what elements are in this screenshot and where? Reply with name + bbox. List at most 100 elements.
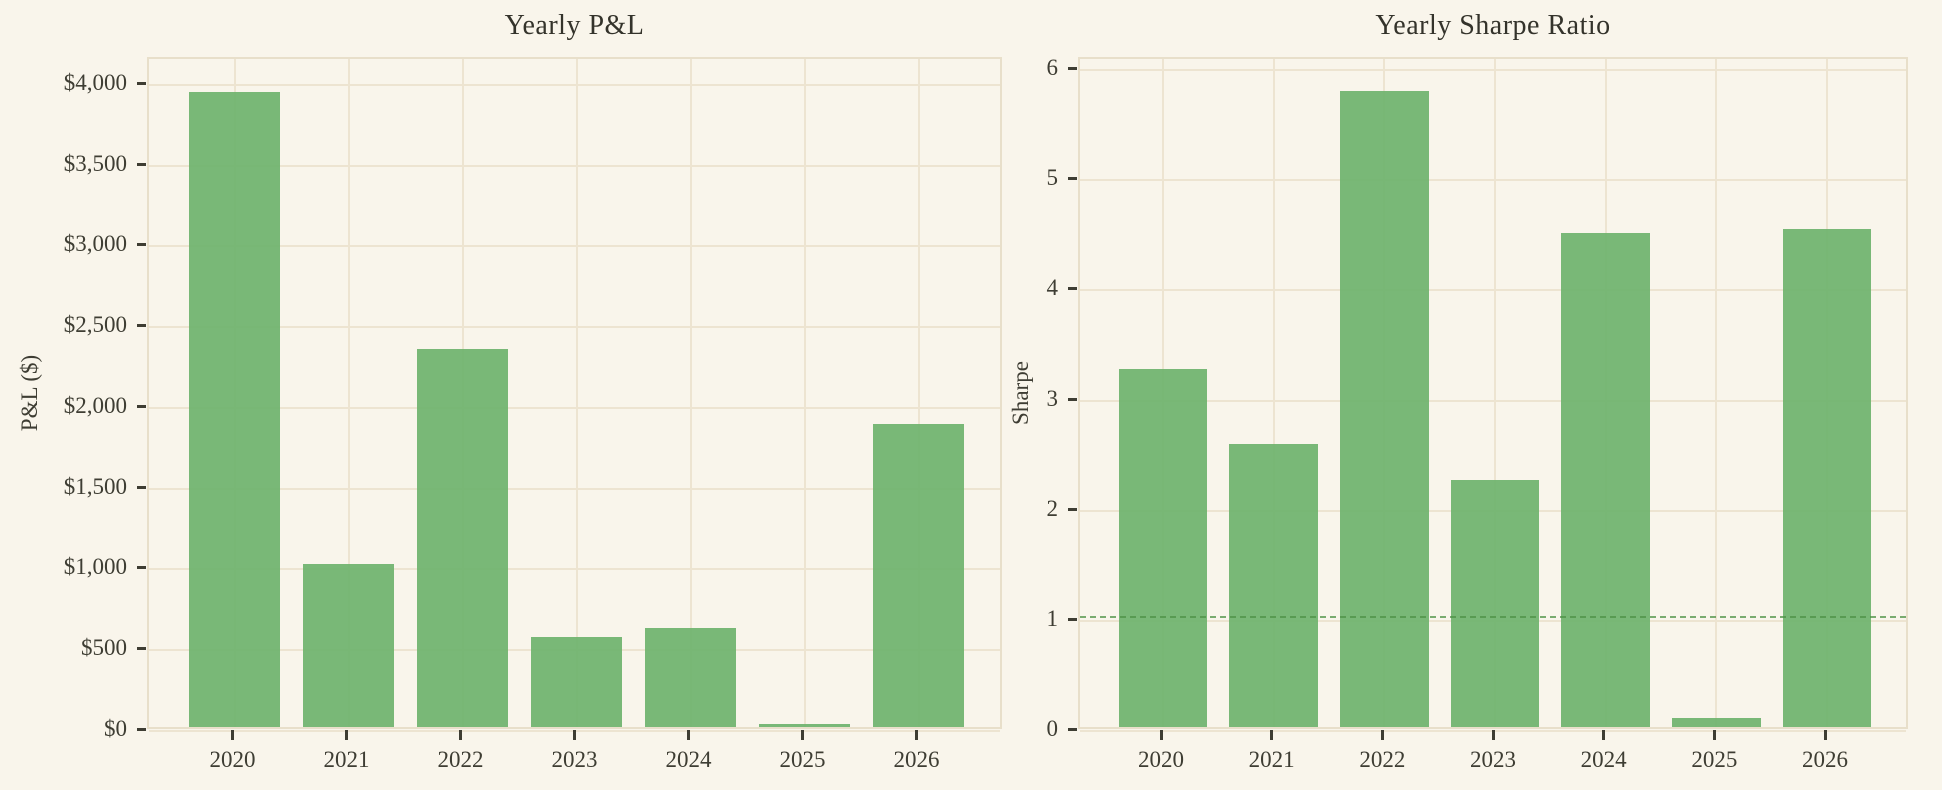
y-tick-mark xyxy=(137,324,146,328)
h-gridline xyxy=(149,568,1000,571)
x-tick-label: 2024 xyxy=(1580,747,1627,772)
y-tick-label: $1,000 xyxy=(63,554,127,580)
y-tick-mark xyxy=(1068,728,1077,731)
x-tick-mark xyxy=(1491,730,1495,740)
bar-2025 xyxy=(1672,718,1761,727)
bar-2021 xyxy=(1229,443,1318,727)
bar-2020 xyxy=(188,92,281,727)
v-gridline xyxy=(1715,59,1718,727)
h-gridline xyxy=(149,245,1000,248)
chart-yearly-sharpe: Yearly Sharpe Ratio Sharpe 0 1 2 3 4 5 6 2020 20… xyxy=(991,0,1942,790)
x-tick-mark xyxy=(1602,730,1606,740)
bar-2023 xyxy=(1450,480,1540,727)
x-tick-mark xyxy=(915,730,918,740)
y-tick-mark xyxy=(137,647,146,651)
h-gridline xyxy=(149,406,1000,409)
y-tick-mark xyxy=(137,243,146,247)
chart-title-pnl: Yearly P&L xyxy=(504,10,645,41)
bar-2024 xyxy=(1561,233,1650,727)
y-tick-mark xyxy=(137,566,146,570)
y-tick-label: $2,500 xyxy=(63,312,127,338)
x-tick-mark xyxy=(231,730,234,740)
h-gridline xyxy=(149,164,1000,167)
h-gridline xyxy=(1080,289,1906,292)
chart-title-sharpe: Yearly Sharpe Ratio xyxy=(1375,10,1611,41)
h-gridline xyxy=(149,326,1000,329)
bar-2023 xyxy=(530,636,623,727)
x-tick-label: 2021 xyxy=(323,747,370,772)
y-tick-label: 3 xyxy=(1046,385,1059,411)
x-tick-mark xyxy=(1270,730,1274,740)
x-tick-mark xyxy=(801,730,804,740)
y-tick-label: $500 xyxy=(81,635,127,661)
v-gridline xyxy=(1494,59,1496,727)
bar-2020 xyxy=(1118,368,1208,727)
x-tick-mark xyxy=(687,730,690,740)
y-tick-label: $0 xyxy=(104,716,127,741)
bar-2025 xyxy=(758,723,851,727)
y-tick-label: 2 xyxy=(1046,495,1059,521)
y-tick-mark xyxy=(137,728,146,731)
v-gridline xyxy=(689,59,692,727)
y-tick-label: 1 xyxy=(1046,605,1059,631)
x-tick-label: 2022 xyxy=(1359,747,1406,772)
x-tick-mark xyxy=(345,730,348,740)
h-gridline xyxy=(149,487,1000,490)
x-tick-label: 2026 xyxy=(893,747,940,772)
x-tick-label: 2022 xyxy=(437,747,484,772)
v-gridline xyxy=(575,59,578,727)
x-tick-label: 2020 xyxy=(209,747,256,772)
v-gridline xyxy=(1272,59,1275,727)
bar-2022 xyxy=(416,349,509,727)
x-tick-label: 2020 xyxy=(1138,747,1184,772)
y-tick-label: $2,000 xyxy=(63,392,127,418)
v-gridline xyxy=(803,59,806,727)
plot-area-pnl xyxy=(147,57,1002,732)
x-tick-mark xyxy=(459,730,462,740)
bar-2026 xyxy=(872,424,965,727)
y-tick-label: 4 xyxy=(1046,275,1059,301)
y-tick-label: 6 xyxy=(1046,55,1059,81)
y-tick-mark xyxy=(1068,177,1077,181)
y-tick-mark xyxy=(1068,67,1077,71)
x-tick-mark xyxy=(573,730,576,740)
v-gridline xyxy=(917,59,920,727)
y-tick-label: 0 xyxy=(1046,716,1059,741)
y-tick-mark xyxy=(137,404,146,408)
chart-yearly-pnl: Yearly P&L P&L ($) $0 $500 $1,000 $1,500 $2,… xyxy=(17,10,1002,772)
bar-2024 xyxy=(644,627,737,727)
h-gridline xyxy=(1080,399,1906,402)
x-tick-label: 2021 xyxy=(1248,747,1295,772)
x-tick-label: 2023 xyxy=(1470,747,1516,772)
x-tick-mark xyxy=(1712,730,1716,740)
y-tick-label: $1,500 xyxy=(63,473,127,499)
y-tick-mark xyxy=(137,162,146,166)
h-gridline xyxy=(1080,179,1906,182)
bar-2026 xyxy=(1782,229,1872,727)
x-tick-label: 2025 xyxy=(779,747,826,772)
y-tick-mark xyxy=(1068,397,1077,401)
h-gridline xyxy=(1080,69,1906,72)
x-tick-label: 2023 xyxy=(551,747,598,772)
bar-2022 xyxy=(1340,91,1429,727)
bar-2021 xyxy=(302,563,395,727)
h-gridline xyxy=(149,83,1000,86)
y-tick-label: $4,000 xyxy=(63,69,127,95)
x-tick-label: 2024 xyxy=(665,747,712,772)
v-gridline xyxy=(347,59,350,727)
x-tick-label: 2026 xyxy=(1802,747,1848,772)
y-tick-label: 5 xyxy=(1046,165,1059,191)
y-tick-mark xyxy=(1068,287,1077,291)
reference-line xyxy=(1080,615,1906,618)
x-tick-mark xyxy=(1380,730,1384,740)
y-tick-label: $3,500 xyxy=(63,150,127,176)
y-tick-mark xyxy=(1068,507,1077,511)
x-tick-mark xyxy=(1159,730,1163,740)
y-tick-mark xyxy=(137,485,146,489)
plot-area-sharpe xyxy=(1078,57,1908,732)
y-tick-label: $3,000 xyxy=(63,231,127,257)
y-tick-mark xyxy=(1068,617,1077,621)
x-tick-label: 2025 xyxy=(1691,747,1738,772)
x-tick-mark xyxy=(1823,730,1827,740)
